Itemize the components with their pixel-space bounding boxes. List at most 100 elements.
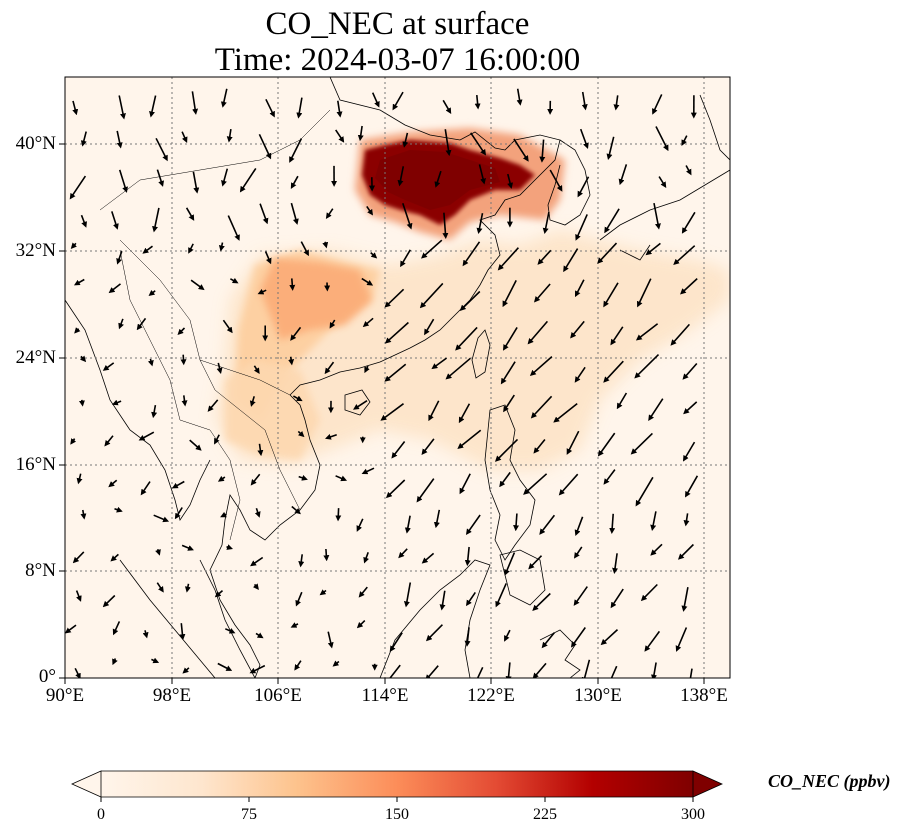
wind-arrow-15 xyxy=(613,95,620,111)
wind-arrow-225 xyxy=(398,548,408,559)
wind-arrow-101 xyxy=(459,290,481,311)
wind-arrow-0 xyxy=(72,100,79,116)
wind-arrow-106 xyxy=(637,278,652,308)
wind-arrow-76 xyxy=(218,242,225,252)
wind-arrow-126 xyxy=(79,355,87,363)
coastline-philippines xyxy=(484,404,536,561)
wind-arrow-107 xyxy=(680,278,698,295)
wind-arrow-47 xyxy=(478,164,486,185)
wind-arrow-216 xyxy=(72,551,85,564)
wind-arrow-259 xyxy=(327,631,334,649)
wind-arrow-268 xyxy=(644,630,661,652)
wind-arrow-197 xyxy=(685,475,699,498)
wind-arrow-112 xyxy=(222,319,233,334)
wind-arrow-42 xyxy=(290,175,299,189)
wind-arrow-279 xyxy=(389,664,401,678)
wind-arrow-222 xyxy=(298,554,305,568)
coastline-indochina xyxy=(209,394,321,678)
wind-arrow-250 xyxy=(640,583,658,602)
wind-arrow-150 xyxy=(293,395,303,402)
wind-arrow-266 xyxy=(570,627,586,648)
wind-arrow-50 xyxy=(577,176,590,198)
wind-arrow-121 xyxy=(527,320,549,345)
wind-arrow-52 xyxy=(658,176,667,188)
wind-vectors xyxy=(65,88,699,678)
wind-arrow-98 xyxy=(361,277,374,286)
wind-arrow-64 xyxy=(442,212,449,239)
country-borders xyxy=(99,109,331,541)
wind-arrow-237 xyxy=(184,583,191,593)
lat-label-8n: 8°N xyxy=(25,560,56,581)
wind-arrow-202 xyxy=(220,511,227,518)
wind-arrow-175 xyxy=(533,438,546,454)
wind-arrow-242 xyxy=(358,586,368,598)
wind-arrow-60 xyxy=(290,202,299,225)
wind-arrow-54 xyxy=(80,214,87,228)
wind-arrow-89 xyxy=(673,245,696,266)
wind-arrow-215 xyxy=(683,513,690,527)
wind-arrow-153 xyxy=(380,403,404,421)
wind-arrow-25 xyxy=(335,129,345,143)
coastline-sulawesi xyxy=(539,629,581,678)
map-subtitle-time: Time: 2024-03-07 16:00:00 xyxy=(214,42,581,78)
wind-arrow-67 xyxy=(542,211,550,235)
wind-arrow-16 xyxy=(652,94,663,115)
wind-arrow-28 xyxy=(444,129,452,157)
border-laos xyxy=(199,359,301,511)
wind-arrow-158 xyxy=(553,402,578,423)
wind-arrow-94 xyxy=(230,277,239,284)
wind-arrow-191 xyxy=(459,473,471,495)
plume-south-china-core xyxy=(260,258,372,340)
wind-arrow-207 xyxy=(404,515,411,534)
wind-arrow-257 xyxy=(255,632,264,639)
wind-arrow-72 xyxy=(70,242,78,249)
wind-arrow-220 xyxy=(226,544,233,550)
colorbar xyxy=(71,770,723,802)
wind-arrow-29 xyxy=(470,132,487,156)
wind-arrow-203 xyxy=(254,508,261,518)
wind-arrow-180 xyxy=(76,473,83,485)
wind-arrow-271 xyxy=(112,658,118,666)
wind-arrow-45 xyxy=(397,166,405,187)
wind-arrow-193 xyxy=(523,473,548,495)
wind-arrow-177 xyxy=(597,432,616,457)
wind-arrow-228 xyxy=(504,552,516,576)
wind-arrow-200 xyxy=(153,514,170,523)
wind-arrow-14 xyxy=(581,91,588,111)
wind-arrow-231 xyxy=(612,553,619,574)
coastline-hainan xyxy=(344,389,371,416)
wind-arrow-264 xyxy=(504,629,511,642)
wind-arrow-234 xyxy=(75,590,82,602)
wind-arrow-3 xyxy=(191,91,199,115)
map-title: CO_NEC at surface xyxy=(265,6,530,42)
wind-arrow-165 xyxy=(189,439,202,451)
wind-arrow-105 xyxy=(603,282,619,308)
wind-arrow-134 xyxy=(364,365,370,374)
wind-arrow-128 xyxy=(147,358,154,367)
wind-arrow-182 xyxy=(140,481,151,496)
wind-arrow-280 xyxy=(425,665,439,678)
wind-arrow-186 xyxy=(298,474,308,481)
wind-arrow-277 xyxy=(332,660,340,667)
wind-arrow-276 xyxy=(294,660,302,671)
wind-arrow-243 xyxy=(403,582,412,608)
coastline-myanmar-bay xyxy=(65,299,211,521)
wind-arrow-124 xyxy=(635,323,659,341)
wind-arrow-252 xyxy=(65,624,77,634)
wind-arrow-154 xyxy=(428,400,440,422)
wind-arrow-145 xyxy=(111,399,122,406)
wind-arrow-223 xyxy=(323,548,330,562)
wind-arrow-245 xyxy=(465,591,476,607)
wind-arrow-116 xyxy=(362,317,374,328)
coastline-mindanao xyxy=(499,549,546,606)
wind-arrow-49 xyxy=(549,169,563,192)
wind-arrow-142 xyxy=(634,354,660,379)
wind-arrow-46 xyxy=(434,170,442,188)
wind-arrow-27 xyxy=(402,132,409,148)
wind-arrow-194 xyxy=(558,473,579,496)
coastline-korea xyxy=(547,139,591,226)
wind-arrow-214 xyxy=(650,511,657,531)
wind-arrow-71 xyxy=(681,211,696,234)
wind-arrow-2 xyxy=(149,95,157,118)
wind-arrow-118 xyxy=(424,318,435,336)
